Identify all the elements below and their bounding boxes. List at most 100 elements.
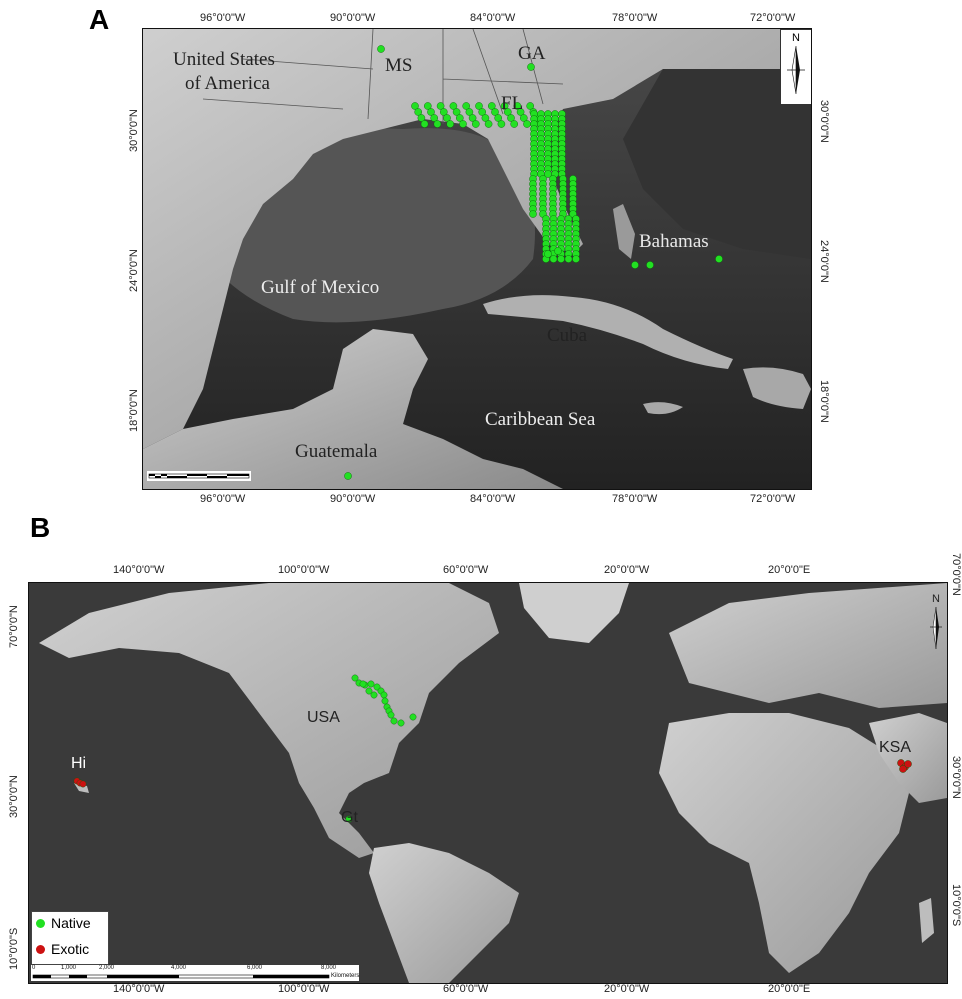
native-point <box>381 697 389 705</box>
legend-exotic-label: Exotic <box>51 941 90 957</box>
africa-landmass <box>659 713 909 973</box>
label-ga: GA <box>518 43 546 64</box>
panel-a-left-tick: 18°0'0"N <box>128 389 140 432</box>
scale-tick-label: 1,000 <box>61 965 77 971</box>
native-point <box>503 108 512 116</box>
native-point <box>436 102 445 110</box>
label-gt: Gt <box>341 809 358 826</box>
map-b-canvas <box>29 583 947 983</box>
exotic-point <box>899 765 907 773</box>
panel-b-top-tick: 20°0'0"W <box>604 564 650 576</box>
panel-a-top-tick: 96°0'0"W <box>200 12 246 24</box>
panel-a-top-tick: 90°0'0"W <box>330 12 376 24</box>
native-point <box>390 717 398 725</box>
native-point <box>529 210 537 218</box>
native-point <box>481 114 490 122</box>
native-point <box>484 120 493 128</box>
native-point <box>572 255 580 263</box>
panel-b-top-tick: 60°0'0"W <box>443 564 489 576</box>
native-point <box>377 45 385 53</box>
native-point <box>423 102 432 110</box>
native-point <box>471 120 480 128</box>
native-point <box>462 102 471 110</box>
panel-a-left-tick: 30°0'0"N <box>128 109 140 152</box>
native-point <box>491 108 499 116</box>
north-arrow-b: N <box>927 593 945 653</box>
native-point <box>417 114 426 122</box>
panel-a-left-tick: 24°0'0"N <box>128 249 140 292</box>
scale-bar-a-graphic <box>148 473 250 479</box>
jamaica-island <box>643 402 683 415</box>
label-usa-line1: United States <box>173 49 275 70</box>
panel-a-top-tick: 72°0'0"W <box>750 12 796 24</box>
panel-a-top-tick: 84°0'0"W <box>470 12 516 24</box>
panel-a-bottom-tick: 84°0'0"W <box>470 493 516 505</box>
bahamas-islands <box>613 204 635 259</box>
panel-b-top-tick: 20°0'0"E <box>768 564 811 576</box>
native-point <box>557 255 565 263</box>
madagascar <box>919 898 934 943</box>
native-point <box>452 108 461 116</box>
native-point <box>478 108 487 116</box>
panel-a-bottom-tick: 78°0'0"W <box>612 493 658 505</box>
panel-b-left-tick: 30°0'0"N <box>8 775 20 818</box>
native-point <box>359 680 367 688</box>
native-point <box>370 691 378 699</box>
scale-tick-label: 6,000 <box>247 965 263 971</box>
native-point <box>449 102 458 110</box>
native-point <box>475 102 483 110</box>
native-point <box>455 114 464 122</box>
central-america-landmass <box>143 329 563 489</box>
north-label-a: N <box>792 32 800 44</box>
native-point <box>414 108 423 116</box>
label-ksa: KSA <box>879 739 912 756</box>
panel-b-bottom-tick: 20°0'0"E <box>768 983 811 995</box>
native-point <box>365 687 373 695</box>
native-point <box>500 102 509 110</box>
label-guatemala: Guatemala <box>295 441 378 462</box>
native-point <box>487 102 496 110</box>
panel-a-right-tick: 30°0'0"N <box>818 100 830 143</box>
panel-b-left-tick: 70°0'0"N <box>8 605 20 648</box>
native-point <box>564 255 573 263</box>
scale-tick-label: 2,000 <box>99 965 115 971</box>
native-point <box>544 250 552 258</box>
native-point <box>494 114 503 122</box>
greenland <box>519 583 629 643</box>
native-point <box>527 63 535 71</box>
panel-b-bottom-tick: 20°0'0"W <box>604 983 650 995</box>
exotic-marker-icon <box>36 944 45 954</box>
map-panel-a[interactable]: United States of America MS GA FL Bahama… <box>142 28 812 490</box>
native-point <box>345 815 353 823</box>
native-point <box>351 674 359 682</box>
native-point <box>715 255 723 263</box>
panel-b-bottom-tick: 100°0'0"W <box>278 983 330 995</box>
label-caribbean-sea: Caribbean Sea <box>485 409 596 430</box>
native-point <box>411 102 419 110</box>
native-marker-icon <box>36 918 45 928</box>
north-arrow-a: N <box>780 29 811 105</box>
label-usa-line2: of America <box>185 73 270 94</box>
native-point <box>387 711 395 719</box>
exotic-point <box>79 780 87 788</box>
panel-a-bottom-tick: 90°0'0"W <box>330 493 376 505</box>
native-point <box>549 255 558 263</box>
north-label-b: N <box>932 593 940 605</box>
native-point <box>513 102 522 110</box>
native-point <box>380 691 388 699</box>
scale-tick-label: 8,000 <box>321 965 337 971</box>
north-america-landmass <box>143 29 811 449</box>
native-point <box>344 472 352 480</box>
exotic-point <box>904 760 912 768</box>
native-point <box>497 120 506 128</box>
label-cuba: Cuba <box>547 325 588 346</box>
atlantic-ocean <box>623 69 811 259</box>
native-point <box>519 114 528 122</box>
scale-bar-a <box>147 471 251 481</box>
map-panel-b[interactable]: USA Gt Hi KSA N Native Exotic 0 1,000 <box>28 582 948 984</box>
panel-a-top-tick: 78°0'0"W <box>612 12 658 24</box>
native-point <box>465 108 474 116</box>
south-america-landmass <box>369 843 519 983</box>
native-point <box>646 261 654 269</box>
native-point <box>516 108 525 116</box>
